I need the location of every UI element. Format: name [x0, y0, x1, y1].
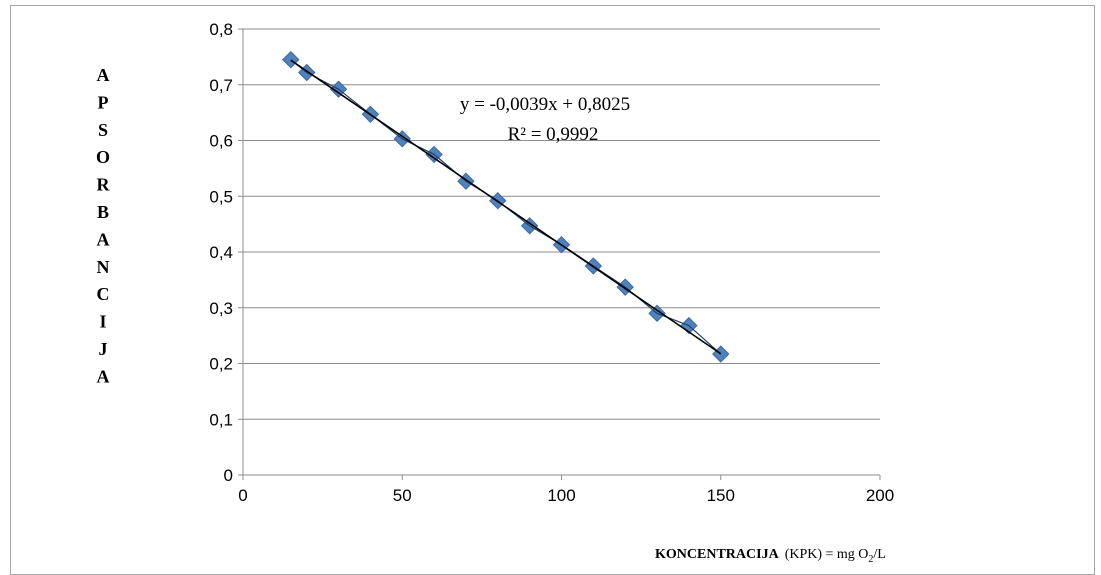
y-tick-label-7: 0,7 [209, 76, 233, 95]
y-axis-label-letter-2: S [98, 120, 108, 140]
y-axis-label-letter-1: P [98, 92, 109, 112]
y-axis-label-letter-10: J [99, 339, 108, 359]
y-axis-label-letter-4: R [97, 175, 111, 195]
x-axis-label-bold: KONCENTRACIJA [655, 547, 780, 562]
y-tick-label-2: 0,2 [209, 355, 233, 374]
x-axis-label-rest: (KPK) = mg O [785, 547, 869, 562]
x-tick-label-4: 200 [866, 486, 894, 505]
x-tick-label-2: 100 [547, 486, 575, 505]
axes [238, 28, 881, 480]
x-tick-labels: 0 50 100 150 200 [238, 486, 894, 505]
trendline-equation: y = -0,0039x + 0,8025 [460, 94, 630, 115]
y-tick-label-5: 0,5 [209, 187, 233, 206]
y-tick-label-1: 0,1 [209, 410, 233, 429]
y-tick-labels: 0 0,1 0,2 0,3 0,4 0,5 0,6 0,7 0,8 [209, 20, 233, 485]
x-axis-label-sub: 2 [868, 554, 873, 565]
trendline-group [290, 59, 722, 355]
y-axis-label-letter-3: O [96, 147, 110, 167]
y-axis-label-letter-11: A [97, 366, 110, 386]
trendline [290, 59, 722, 355]
y-tick-label-6: 0,6 [209, 132, 233, 151]
x-tick-label-0: 0 [238, 486, 247, 505]
y-tick-label-4: 0,4 [209, 243, 233, 262]
y-axis-label-letter-7: N [97, 257, 110, 277]
y-tick-label-3: 0,3 [209, 299, 233, 318]
x-axis-label: KONCENTRACIJA (KPK) = mg O2/L [655, 547, 886, 565]
y-axis-label-letter-6: A [97, 229, 110, 249]
y-axis-label-letter-5: B [97, 202, 109, 222]
y-axis-label-letter-0: A [97, 65, 110, 85]
y-tick-label-8: 0,8 [209, 20, 233, 39]
r-squared-label: R² = 0,9992 [508, 124, 599, 145]
y-tick-label-0: 0 [224, 466, 233, 485]
gridlines [243, 28, 880, 420]
y-axis-label-letter-8: C [97, 284, 110, 304]
y-axis-label-letter-9: I [99, 312, 106, 332]
x-tick-label-1: 50 [393, 486, 412, 505]
x-axis-label-tail: /L [873, 547, 885, 562]
x-tick-label-3: 150 [707, 486, 735, 505]
